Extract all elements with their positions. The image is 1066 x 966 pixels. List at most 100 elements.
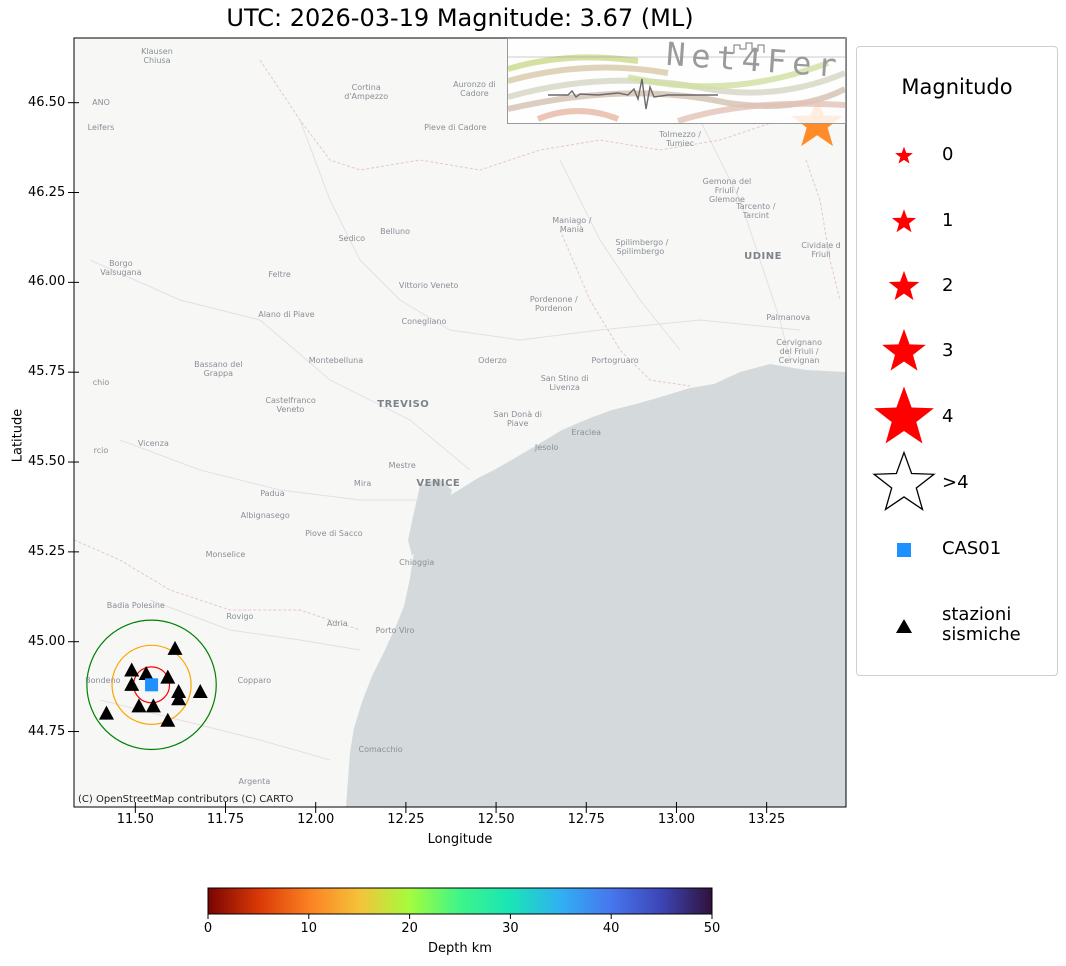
logo-graphic [508, 42, 845, 123]
legend-item: 1 [857, 202, 1057, 242]
legend-item: 3 [857, 329, 1057, 372]
place-label: Bassano del Grappa [194, 360, 243, 378]
legend-item: CAS01 [857, 530, 1057, 570]
place-label: Klausen Chiusa [141, 47, 173, 66]
seismic-station-marker [124, 676, 140, 691]
map-attribution: (C) OpenStreetMap contributors (C) CARTO [78, 794, 294, 805]
legend-label: 2 [942, 275, 954, 296]
seismic-station-marker [98, 705, 114, 720]
place-label: Chioggia [399, 557, 435, 567]
seismic-station-marker [131, 698, 147, 713]
legend-label: CAS01 [942, 538, 1002, 559]
place-label: Badia Polesine [106, 600, 165, 610]
place-label: Monselice [205, 550, 246, 560]
place-label: chio [92, 377, 110, 387]
legend-symbol [895, 146, 913, 164]
legend-star-outline [872, 450, 936, 511]
x-axis-ticks [134, 802, 768, 813]
x-tick-label: 12.25 [387, 812, 425, 827]
place-label: Vittorio Veneto [398, 280, 459, 290]
colorbar-ticks [207, 914, 713, 919]
y-tick-label: 46.25 [28, 184, 66, 200]
y-tick-label: 45.75 [28, 364, 66, 380]
place-label: Palmanova [766, 313, 811, 323]
colorbar-tick-label: 40 [602, 921, 620, 936]
place-label: rcio [93, 446, 109, 456]
colorbar-tick-label: 20 [401, 921, 418, 936]
colorbar-tick-label: 0 [203, 921, 213, 936]
x-tick-label: 13.25 [748, 812, 786, 827]
place-label: Albignasego [240, 510, 290, 520]
y-axis-ticks [68, 102, 79, 733]
colorbar-label: Depth km [428, 941, 492, 956]
place-label: UDINE [744, 251, 782, 263]
seismic-station-marker [138, 666, 154, 681]
venice-lagoon [408, 478, 452, 556]
seismic-station-marker [192, 684, 208, 699]
legend-star [888, 270, 920, 301]
y-tick-label: 44.75 [28, 723, 66, 739]
legend-label: 1 [942, 210, 954, 231]
map-frame [73, 37, 847, 808]
place-label: Padua [260, 489, 285, 499]
place-label: Comacchio [358, 744, 403, 754]
legend-label: >4 [942, 472, 969, 493]
legend-item: >4 [857, 450, 1057, 511]
place-label: Mira [353, 478, 372, 488]
plot-title: UTC: 2026-03-19 Magnitude: 3.67 (ML) [226, 4, 694, 32]
legend-symbol [872, 450, 936, 511]
legend-label: stazioni sismiche [942, 604, 1021, 645]
colorbar-tick-label: 50 [703, 921, 721, 936]
x-tick-label: 11.75 [206, 812, 245, 827]
seismic-station-marker [171, 684, 187, 699]
place-label: Pordenone / Pordenon [529, 295, 578, 314]
place-label: Porto Viro [375, 625, 415, 635]
admin-borders [74, 59, 846, 631]
seismic-station-marker [160, 669, 176, 684]
place-label: Bondeno [85, 676, 121, 686]
place-label: Adria [326, 618, 348, 628]
y-tick-label: 45.50 [28, 454, 66, 470]
place-label: Pieve di Cadore [424, 122, 487, 132]
net4fer-logo: Net4Fer [507, 38, 846, 124]
y-tick-label: 46.00 [28, 274, 66, 290]
legend-symbol [896, 619, 912, 633]
y-axis-label: Latitude [10, 408, 26, 463]
place-label: Alano di Piave [258, 309, 315, 319]
place-label: Copparo [237, 676, 272, 686]
place-label: Montebelluna [308, 356, 364, 366]
y-tick-label: 45.25 [28, 543, 66, 559]
place-label: Spilimbergo / Spilimbergo [615, 237, 669, 256]
x-tick-label: 12.50 [477, 812, 515, 827]
place-label: Cervignano del Friuli / Cervignan [776, 338, 822, 366]
place-label: Rovigo [226, 611, 254, 621]
place-label: Vicenza [137, 439, 169, 449]
place-label: Maniago / Manià [552, 216, 592, 235]
x-tick-label: 11.50 [116, 812, 154, 827]
legend-title: Magnitudo [901, 75, 1013, 99]
place-label: TREVISO [377, 398, 430, 410]
colorbar-tick-label: 10 [300, 921, 318, 936]
legend-item: 0 [857, 136, 1057, 176]
seismic-station-marker [145, 698, 161, 713]
legend-symbol [882, 329, 926, 371]
y-tick-label: 46.50 [28, 94, 66, 110]
legend-label: 4 [942, 406, 954, 427]
seismic-station-marker [167, 640, 183, 655]
x-tick-label: 12.00 [297, 812, 335, 827]
x-axis-label: Longitude [427, 832, 493, 847]
legend-star [895, 146, 913, 164]
place-label: Portogruaro [591, 356, 639, 366]
basemap [74, 38, 846, 807]
legend-star [882, 329, 926, 371]
legend-star [891, 209, 917, 233]
place-label: Leifers [87, 122, 115, 132]
legend-star [874, 386, 934, 444]
colorbar [207, 887, 713, 915]
place-label: Castelfranco Veneto [265, 395, 316, 414]
adriatic-sea [346, 364, 846, 807]
place-label: Piove di Sacco [305, 528, 363, 538]
legend-item: stazioni sismiche [857, 604, 1057, 647]
place-label: Cividale d Friuli [801, 241, 841, 260]
